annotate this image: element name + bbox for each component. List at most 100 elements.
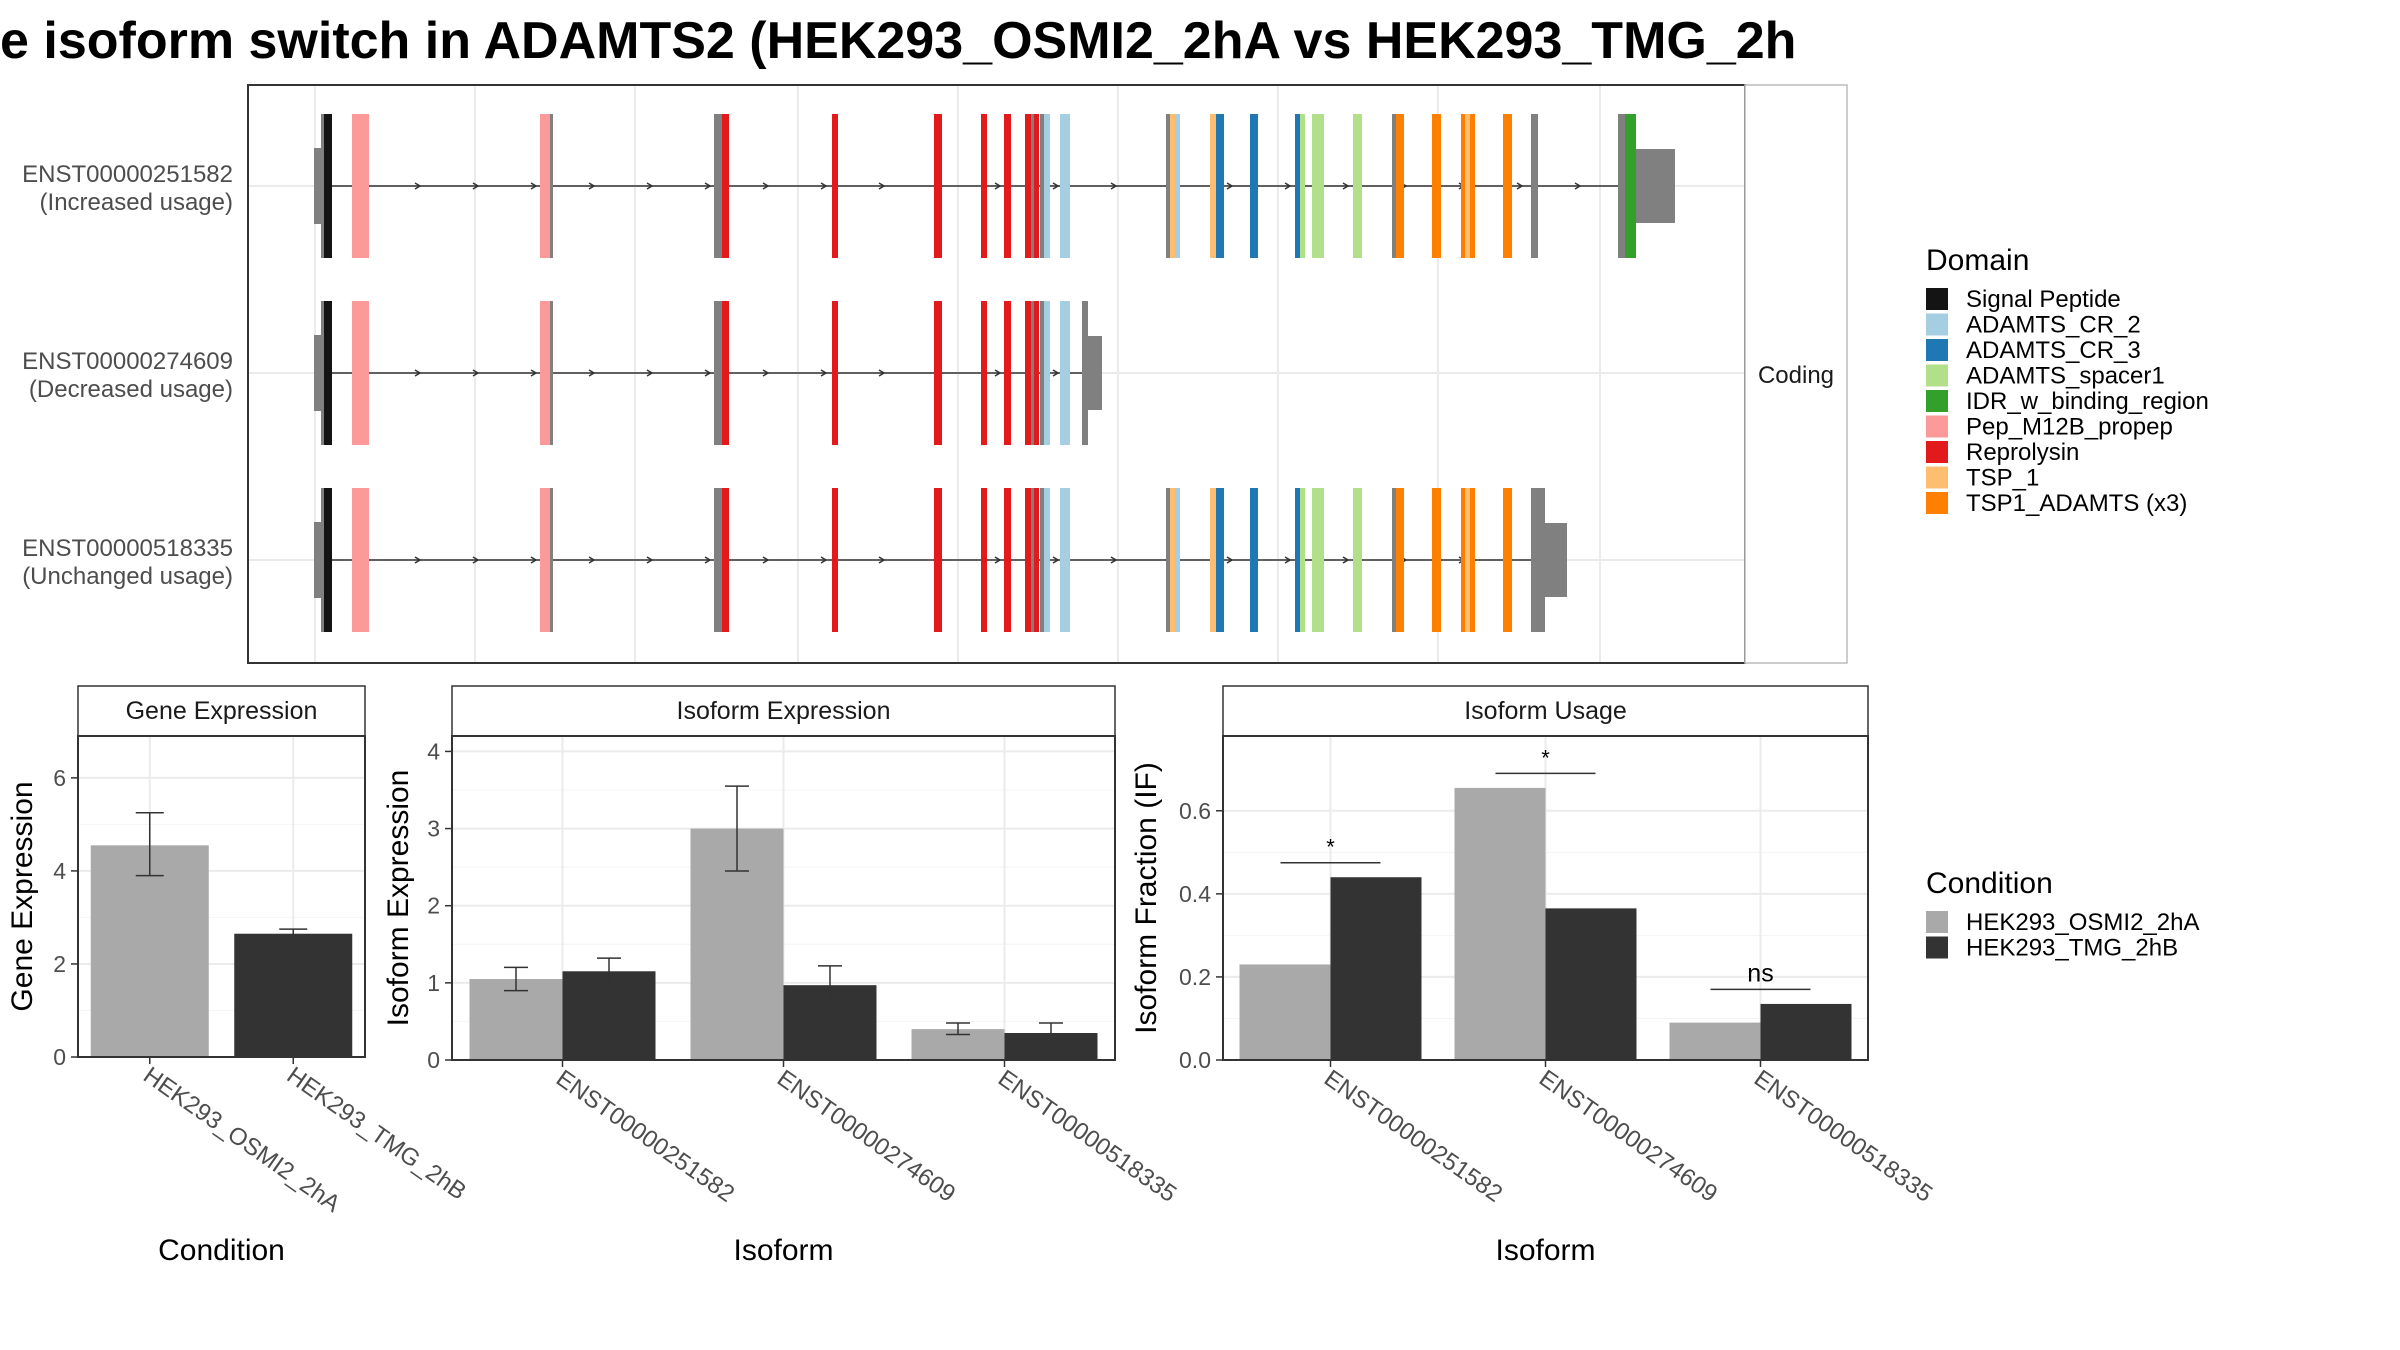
isoform-label-note: (Unchanged usage) <box>22 563 233 590</box>
exon-segment <box>1470 114 1475 258</box>
exon-segment <box>1004 488 1011 632</box>
x-axis-title: Isoform <box>1495 1234 1595 1267</box>
exon-segment <box>1295 114 1300 258</box>
intron-direction-arrow <box>530 556 538 564</box>
exon-segment <box>540 301 550 445</box>
intron-direction-arrow <box>762 182 770 190</box>
domain-legend-key <box>1926 441 1948 463</box>
utr-3prime <box>1088 336 1102 410</box>
exon-segment <box>1025 301 1031 445</box>
bar <box>469 979 563 1060</box>
exon-segment <box>1531 114 1538 258</box>
y-tick-label: 0 <box>53 1044 66 1070</box>
intron-direction-arrow <box>820 556 828 564</box>
exon-segment <box>722 488 729 632</box>
intron-direction-arrow <box>704 556 712 564</box>
exon-segment <box>1216 114 1224 258</box>
exon-segment <box>1166 114 1170 258</box>
isoform-structure-panel: Coding ENST00000251582(Increased usage) EN… <box>22 84 1848 664</box>
intron-direction-arrow <box>1226 182 1234 190</box>
exon-segment <box>1465 488 1470 632</box>
domain-legend-key <box>1926 288 1948 310</box>
y-tick-label: 0.0 <box>1179 1047 1211 1073</box>
domain-legend-title: Domain <box>1926 244 2029 277</box>
exon-segment <box>1060 488 1070 632</box>
domain-legend-label: ADAMTS_spacer1 <box>1966 363 2165 390</box>
exon-segment <box>1396 114 1404 258</box>
intron-direction-arrow <box>530 182 538 190</box>
isoform-usage-chart: Isoform Usage * * ns 0.0 0.2 0.4 0.6 ENST0000025… <box>1130 685 1937 1267</box>
panel-title: Isoform Expression <box>677 697 891 725</box>
y-axis-title: Isoform Expression <box>382 770 415 1027</box>
x-tick-label: ENST00000274609 <box>772 1065 960 1208</box>
exon-segment <box>1470 488 1475 632</box>
domain-legend-key <box>1926 492 1948 514</box>
domain-legend-label: ADAMTS_CR_3 <box>1966 337 2141 364</box>
exon-segment <box>1170 114 1175 258</box>
domain-legend-key <box>1926 466 1948 489</box>
intron-direction-arrow <box>820 369 828 377</box>
exon-segment <box>934 114 942 258</box>
structure-strip <box>1744 84 1848 664</box>
panel-title: Gene Expression <box>126 697 318 725</box>
exon-segment <box>1060 114 1070 258</box>
exon-segment <box>1461 488 1465 632</box>
intron-direction-arrow <box>646 182 654 190</box>
exon-segment <box>1034 488 1039 632</box>
exon-segment <box>1031 301 1034 445</box>
exon-segment <box>1503 114 1512 258</box>
isoform-label-id: ENST00000518335 <box>22 535 233 562</box>
intron-direction-arrow <box>820 182 828 190</box>
domain-legend-key <box>1926 390 1948 412</box>
exon-segment <box>1034 114 1039 258</box>
exon-segment <box>550 114 553 258</box>
bar <box>1545 908 1637 1060</box>
exon-segment <box>1044 301 1050 445</box>
significance-label: * <box>1541 745 1550 770</box>
exon-segment <box>934 301 942 445</box>
y-tick-label: 4 <box>427 738 440 764</box>
y-tick-label: 0.6 <box>1179 798 1211 824</box>
intron-direction-arrow <box>1342 182 1350 190</box>
bar <box>90 845 209 1057</box>
exon-segment <box>1040 114 1044 258</box>
exon-signal-peptide <box>324 301 332 445</box>
x-tick-label: ENST00000518335 <box>993 1065 1181 1208</box>
figure-title: e isoform switch in ADAMTS2 (HEK293_OSMI… <box>0 12 1796 70</box>
exon-signal-peptide <box>324 488 332 632</box>
panel-title: Isoform Usage <box>1464 697 1627 725</box>
isoform-track-ENST00000251582 <box>314 114 1675 258</box>
exon-segment <box>1210 114 1216 258</box>
panel-strip <box>451 685 1116 737</box>
intron-direction-arrow <box>472 556 480 564</box>
intron-direction-arrow <box>878 556 886 564</box>
intron-direction-arrow <box>1226 556 1234 564</box>
intron-direction-arrow <box>1052 369 1060 377</box>
isoform-track-ENST00000518335 <box>314 488 1567 632</box>
exon-segment <box>1175 488 1180 632</box>
exon-segment <box>1170 488 1175 632</box>
x-tick-label: ENST00000251582 <box>1319 1065 1507 1208</box>
exon-segment <box>714 301 722 445</box>
bar <box>1239 964 1331 1060</box>
y-tick-label: 0.2 <box>1179 964 1211 990</box>
intron-direction-arrow <box>1284 556 1292 564</box>
y-tick-label: 4 <box>53 858 66 884</box>
utr-5prime <box>314 148 324 224</box>
intron-direction-arrow <box>414 556 422 564</box>
intron-direction-arrow <box>878 182 886 190</box>
exon-segment <box>1312 114 1324 258</box>
exon-segment <box>352 301 358 445</box>
x-tick-label: ENST00000518335 <box>1749 1065 1937 1208</box>
exon-segment <box>981 301 987 445</box>
intron-direction-arrow <box>588 182 596 190</box>
y-axis-title: Gene Expression <box>6 781 39 1011</box>
exon-segment <box>832 114 838 258</box>
intron-direction-arrow <box>646 556 654 564</box>
x-axis-title: Isoform <box>733 1234 833 1267</box>
domain-legend-key <box>1926 415 1948 438</box>
intron-direction-arrow <box>704 182 712 190</box>
exon-segment <box>1503 488 1512 632</box>
bar <box>1454 787 1546 1060</box>
y-tick-label: 6 <box>53 765 66 791</box>
